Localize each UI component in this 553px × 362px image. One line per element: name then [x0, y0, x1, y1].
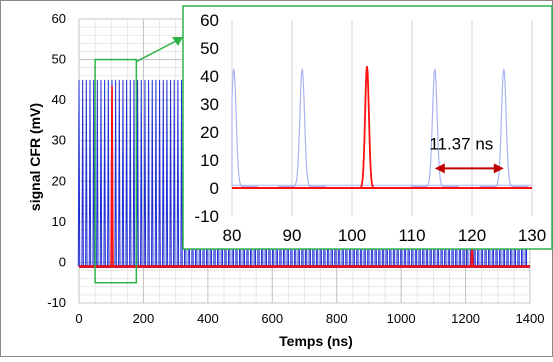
inset-chart: 80 90 100 110 120 130 -10 0 10 20 30 40 50 60 11.37 ns: [182, 5, 553, 250]
blue-peak: [85, 79, 88, 267]
inset-y-tick-label: 0: [210, 179, 219, 198]
blue-peak: [151, 79, 154, 267]
blue-peak: [77, 79, 81, 267]
main-y-tick-label: -10: [47, 295, 66, 310]
inset-y-tick-label: 30: [200, 95, 219, 114]
main-x-tick-label: 800: [326, 311, 348, 326]
blue-peak: [88, 79, 92, 267]
red-peak: [110, 85, 114, 267]
zoom-box: [94, 37, 183, 284]
blue-peak: [140, 79, 143, 267]
blue-peak: [143, 79, 147, 267]
main-x-tick-label: 0: [75, 311, 82, 326]
inset-x-tick-label: 110: [398, 226, 425, 245]
annotation-text: 11.37 ns: [429, 134, 493, 153]
main-x-tick-label: 1200: [451, 311, 480, 326]
blue-peak: [81, 79, 84, 267]
annotation-arrow-head-left: [434, 163, 445, 174]
blue-peak: [154, 79, 158, 267]
main-x-tick-label: 400: [197, 311, 219, 326]
main-x-tick-label: 600: [261, 311, 283, 326]
inset-x-tick-label: 90: [283, 226, 302, 245]
zoom-rectangle: [94, 58, 138, 284]
blue-peak: [173, 79, 176, 267]
main-y-tick-label: 60: [52, 11, 66, 26]
inset-y-tick-label: 40: [200, 67, 219, 86]
inset-y-tick-label: 10: [200, 151, 219, 170]
blue-peak: [162, 79, 165, 267]
inset-y-tick-label: 20: [200, 123, 219, 142]
inset-frame: [182, 5, 553, 250]
blue-peak: [114, 79, 117, 267]
blue-peak: [136, 79, 139, 267]
main-x-tick-label: 200: [133, 311, 155, 326]
blue-peak: [129, 79, 132, 267]
inset-red-peak: [343, 66, 391, 189]
blue-peak: [96, 79, 99, 267]
main-y-tick-label: 40: [52, 92, 66, 107]
blue-peak: [125, 79, 128, 267]
annotation-arrow-head-right: [493, 163, 504, 174]
x-axis-label: Temps (ns): [279, 333, 353, 349]
blue-peak: [176, 79, 180, 267]
inset-x-tick-label: 80: [223, 226, 242, 245]
inset-blue-peak: [410, 68, 459, 188]
main-x-tick-label: 1400: [516, 311, 545, 326]
blue-peak: [103, 79, 106, 267]
inset-x-tick-label: 100: [338, 226, 366, 245]
blue-peak: [99, 79, 103, 267]
blue-peak: [158, 79, 161, 267]
inset-y-tick-label: -10: [194, 207, 219, 226]
main-tick-labels: 0 200 400 600 800 1000 1200 1400-10010203040506…: [47, 11, 544, 326]
zoom-arrow-head: [172, 37, 183, 46]
inset-blue-peak: [479, 68, 528, 188]
main-y-tick-label: 30: [52, 133, 66, 148]
main-x-tick-label: 1000: [387, 311, 416, 326]
inset-x-tick-label: 120: [458, 226, 486, 245]
blue-peak: [147, 79, 150, 267]
main-y-tick-label: 10: [52, 214, 66, 229]
main-y-tick-label: 20: [52, 173, 66, 188]
blue-peak: [132, 79, 136, 267]
inset-x-tick-label: 130: [518, 226, 546, 245]
zoom-arrow-line: [135, 40, 177, 63]
blue-peak: [121, 79, 125, 267]
inset-y-tick-label: 50: [200, 39, 219, 58]
blue-peak: [118, 79, 121, 267]
inset-blue-peak: [278, 68, 327, 188]
y-axis-label: signal CFR (mV): [27, 103, 43, 211]
main-y-tick-label: 50: [52, 52, 66, 67]
blue-peak: [107, 79, 110, 267]
blue-peak: [92, 79, 95, 267]
blue-peak: [165, 79, 169, 267]
main-y-tick-label: 0: [59, 254, 66, 269]
blue-peak: [180, 79, 183, 267]
blue-peak: [169, 79, 172, 267]
inset-y-tick-label: 60: [200, 11, 219, 30]
